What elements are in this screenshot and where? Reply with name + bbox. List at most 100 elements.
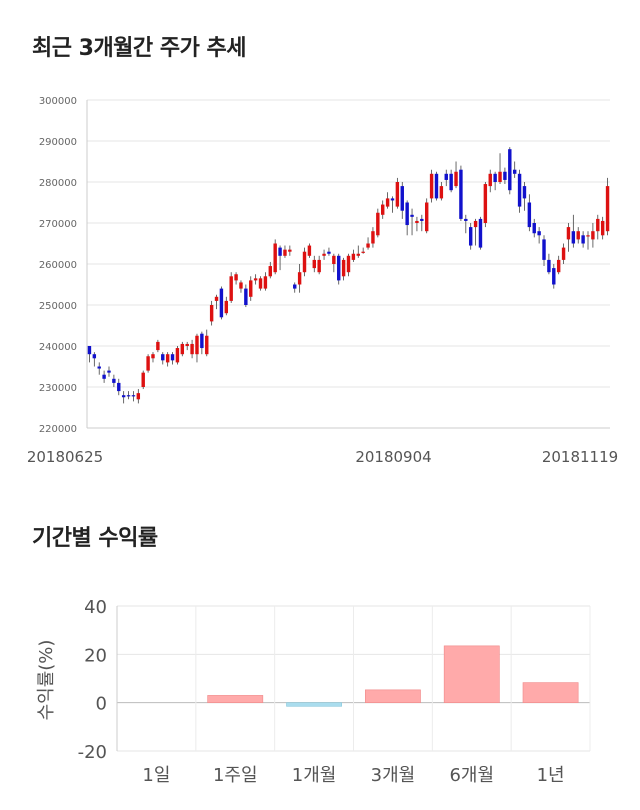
candle-body [307,245,312,256]
candle-body [337,255,341,281]
candlestick-chart: 220000 230000 240000 250000 260000 270000 2800… [27,96,618,466]
candle-body [151,354,155,359]
candle-body [322,253,326,256]
candle-body [332,255,336,264]
candle-body [253,278,258,281]
candle-body [268,266,273,277]
candle [424,198,429,234]
candle [273,239,277,275]
candle-body [566,227,571,240]
candle-body [195,335,199,355]
candle [429,169,434,203]
candle-body [576,231,580,240]
candle [473,218,478,246]
candle-body [478,218,483,248]
candle-body [136,393,141,400]
candle [410,208,414,236]
candle [312,255,316,273]
return-bar [207,695,264,703]
candle-body [205,335,209,355]
price-tick-label: 290000 [39,137,77,148]
return-tick-label: -20 [78,742,107,763]
candle [376,208,380,238]
candle [161,352,165,365]
candle [229,272,233,303]
candle [92,352,97,367]
candle [508,147,512,195]
price-tick-label: 240000 [39,342,77,353]
candle-body [234,274,238,281]
candle-body [356,253,360,256]
candle-body [581,235,585,244]
candle [185,341,189,351]
candle-body [552,268,556,285]
candle [478,216,483,250]
candle [141,370,145,390]
candle [571,214,576,248]
candle [297,264,302,293]
candle [341,257,346,281]
candle-body [561,247,566,260]
candle-body [341,259,346,277]
candle [415,216,419,232]
candle-body [87,346,92,355]
candle [307,243,312,258]
candle-body [508,149,512,191]
candle-body [312,259,316,269]
candle-body [317,259,321,273]
candle-body [112,378,116,383]
candle [527,194,532,232]
candle [361,247,365,254]
period-label: 6개월 [449,765,494,786]
price-tick-label: 270000 [39,219,77,230]
candle-body [361,251,365,253]
candle-body [351,253,356,260]
price-tick-label: 280000 [39,178,77,189]
price-tick-label: 250000 [39,301,77,312]
candle [420,214,424,232]
candle-body [97,366,101,369]
candle-body [278,247,282,256]
candle [346,253,351,277]
candle-body [503,171,507,180]
candle [97,362,101,375]
candle [107,366,111,377]
candle [454,161,458,189]
candle [537,227,541,244]
candle [522,182,527,211]
candle [239,280,243,293]
returns-title: 기간별 수익률 [32,526,158,551]
candle [439,182,444,201]
candle-body [175,348,180,363]
candle-body [556,259,561,273]
candle-body [131,395,136,397]
candle-body [405,202,409,226]
candle-body [600,220,605,236]
candle-body [293,284,297,289]
candle-body [156,341,160,351]
candle-body [117,382,121,392]
candle-body [244,288,248,305]
return-axis-label: 수익률(%) [36,640,57,721]
candle-body [121,395,126,398]
candle [288,245,292,256]
candle [170,352,175,365]
candle [395,177,400,209]
candle [126,391,131,400]
candle [586,231,590,250]
candle-body [400,186,404,211]
candle-body [439,186,444,199]
candle-body [346,255,351,273]
candle-body [444,173,448,180]
candle [205,329,209,357]
candle [200,331,204,355]
candle [317,255,321,275]
candle-body [586,235,590,237]
return-bar [443,645,500,703]
candle-body [512,169,517,174]
candle [532,218,536,238]
date-tick-label: 20180625 [27,448,103,466]
candle-body [591,231,595,240]
candle-body [571,231,576,244]
